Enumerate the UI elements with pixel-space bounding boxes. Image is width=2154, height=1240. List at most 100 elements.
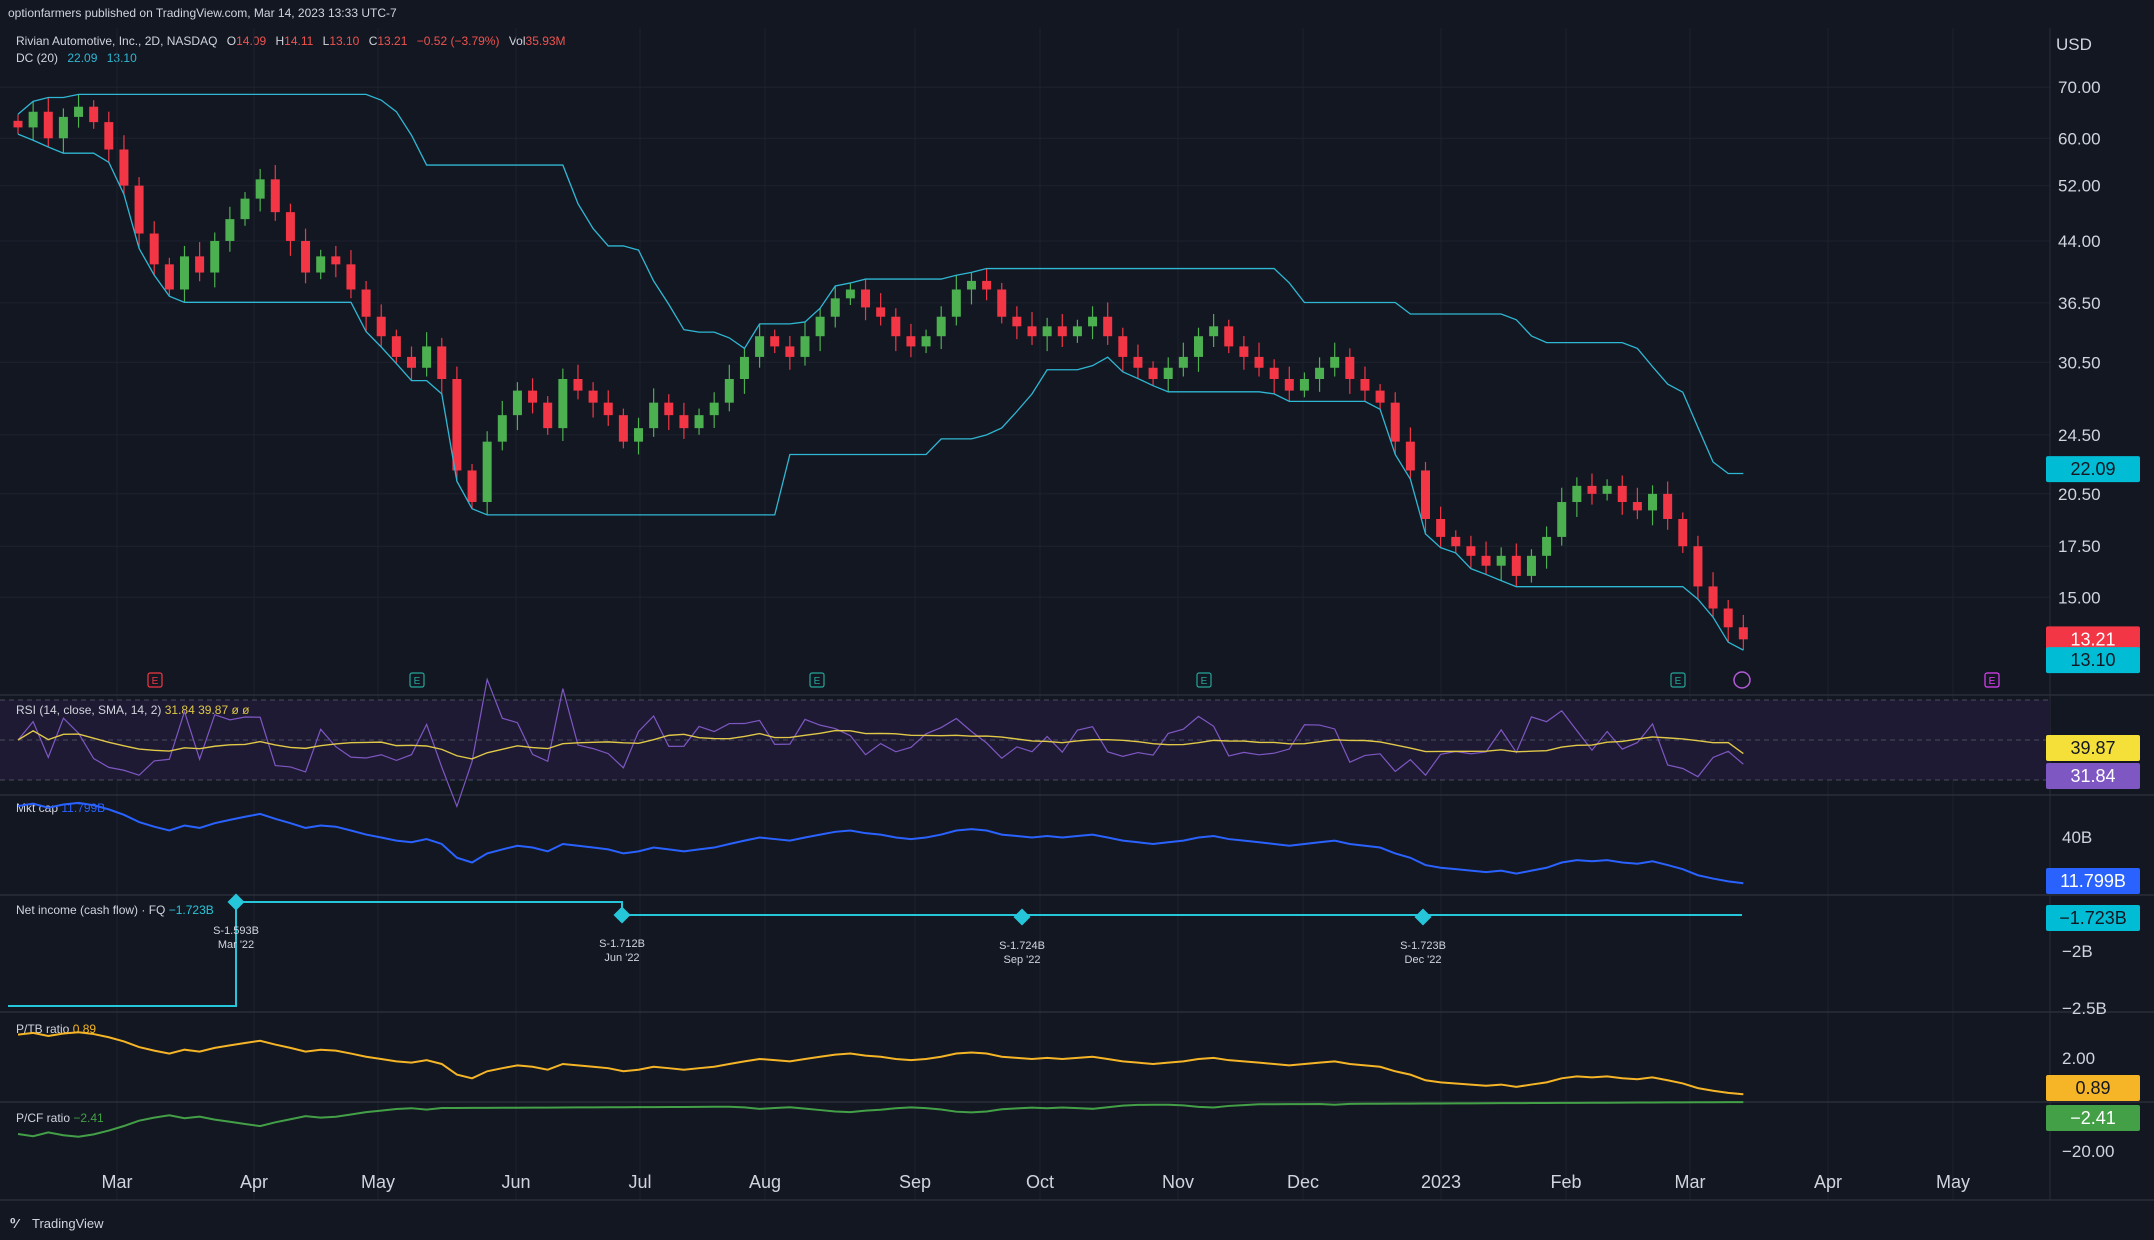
candle-body[interactable] [785, 346, 795, 357]
candle-body[interactable] [1542, 536, 1552, 556]
candle-body[interactable] [89, 106, 99, 123]
candle-body[interactable] [1148, 367, 1158, 379]
netinc-legend[interactable]: Net income (cash flow) · FQ −1.723B [16, 903, 214, 917]
candle-body[interactable] [1602, 485, 1612, 494]
candle-body[interactable] [528, 390, 538, 403]
candle-body[interactable] [1057, 326, 1067, 337]
pcf-legend[interactable]: P/CF ratio −2.41 [16, 1111, 104, 1125]
candle-body[interactable] [1738, 627, 1748, 640]
candle-body[interactable] [1663, 493, 1673, 520]
candle-body[interactable] [164, 264, 174, 290]
candle-body[interactable] [376, 316, 386, 337]
candle-body[interactable] [588, 390, 598, 403]
candle-body[interactable] [1405, 441, 1415, 471]
candle-body[interactable] [800, 336, 810, 357]
candle-body[interactable] [664, 402, 674, 416]
candle-body[interactable] [1027, 326, 1037, 337]
candle-body[interactable] [543, 402, 553, 429]
candle-body[interactable] [1284, 378, 1294, 391]
candle-body[interactable] [240, 198, 250, 220]
candle-body[interactable] [28, 111, 38, 128]
candle-body[interactable] [739, 356, 749, 379]
candle-body[interactable] [1269, 367, 1279, 379]
candle-body[interactable] [1315, 367, 1325, 379]
candle-body[interactable] [74, 106, 84, 117]
symbol-legend[interactable]: Rivian Automotive, Inc., 2D, NASDAQ O14.… [16, 34, 566, 48]
candle-body[interactable] [1224, 326, 1234, 347]
candle-body[interactable] [119, 149, 129, 186]
rsi-pane[interactable]: RSI (14, close, SMA, 14, 2) 31.84 39.87 … [0, 677, 2050, 809]
candle-body[interactable] [255, 179, 265, 199]
candle-body[interactable] [1693, 546, 1703, 587]
candle-body[interactable] [1617, 485, 1627, 503]
candle-body[interactable] [422, 346, 432, 368]
candle-body[interactable] [13, 120, 23, 128]
candle-body[interactable] [1012, 316, 1022, 327]
candle-body[interactable] [1088, 316, 1098, 327]
candle-body[interactable] [709, 402, 719, 416]
candle-body[interactable] [1239, 346, 1249, 357]
candle-body[interactable] [195, 256, 205, 273]
mktcap-pane[interactable]: Mkt cap 11.799B [16, 801, 1744, 885]
candle-body[interactable] [1526, 555, 1536, 576]
candle-body[interactable] [1254, 356, 1264, 368]
netinc-point[interactable]: S-1.593B Mar '22 [213, 893, 259, 951]
candle-body[interactable] [1678, 519, 1688, 547]
candle-body[interactable] [558, 378, 568, 429]
candle-body[interactable] [179, 256, 189, 290]
candle-body[interactable] [1557, 502, 1567, 537]
candle-body[interactable] [618, 415, 628, 442]
candle-body[interactable] [1572, 485, 1582, 503]
candle-body[interactable] [1178, 356, 1188, 368]
candle-body[interactable] [331, 256, 341, 265]
candle-body[interactable] [755, 336, 765, 357]
candle-body[interactable] [1103, 316, 1113, 337]
candle-body[interactable] [467, 470, 477, 503]
candle-body[interactable] [43, 111, 53, 139]
candle-body[interactable] [1390, 402, 1400, 442]
candle-body[interactable] [1481, 555, 1491, 566]
candle-body[interactable] [361, 289, 371, 317]
candle-body[interactable] [861, 289, 871, 308]
candle-body[interactable] [876, 307, 886, 317]
mktcap-legend[interactable]: Mkt cap 11.799B [16, 801, 105, 815]
pcf-pane[interactable]: P/CF ratio −2.41 [16, 1101, 1744, 1138]
earnings-marker[interactable]: E [409, 672, 425, 688]
candle-body[interactable] [437, 346, 447, 379]
candle-body[interactable] [649, 402, 659, 429]
earnings-marker[interactable]: E [147, 672, 163, 688]
earnings-marker-upcoming[interactable]: E [1984, 672, 2000, 688]
candle-body[interactable] [482, 441, 492, 503]
candle-body[interactable] [1451, 536, 1461, 547]
candle-body[interactable] [1421, 470, 1431, 520]
candle-body[interactable] [770, 336, 780, 347]
candle-body[interactable] [1042, 326, 1052, 337]
candle-body[interactable] [1708, 586, 1718, 609]
candle-body[interactable] [225, 219, 235, 241]
candle-body[interactable] [921, 336, 931, 347]
candle-body[interactable] [134, 185, 144, 234]
earnings-marker[interactable]: E [1196, 672, 1212, 688]
candle-body[interactable] [1072, 326, 1082, 337]
candle-body[interactable] [891, 316, 901, 337]
candle-body[interactable] [1496, 555, 1506, 566]
earnings-marker[interactable]: E [1670, 672, 1686, 688]
candle-body[interactable] [1299, 378, 1309, 391]
candle-body[interactable] [573, 378, 583, 391]
netinc-point[interactable]: S-1.724B Sep '22 [999, 908, 1045, 966]
candle-body[interactable] [58, 116, 68, 139]
candle-body[interactable] [452, 378, 462, 471]
candle-body[interactable] [149, 233, 159, 265]
candle-body[interactable] [1587, 485, 1597, 494]
candle-body[interactable] [982, 280, 992, 290]
candle-body[interactable] [497, 415, 507, 442]
candle-body[interactable] [1330, 356, 1340, 368]
candle-body[interactable] [1375, 390, 1385, 403]
candle-body[interactable] [210, 240, 220, 273]
candle-body[interactable] [1360, 378, 1370, 391]
ptb-pane[interactable]: P/TB ratio 0.89 [16, 1022, 1744, 1096]
candle-body[interactable] [694, 415, 704, 429]
candle-body[interactable] [1133, 356, 1143, 368]
netinc-point[interactable]: S-1.712B Jun '22 [599, 906, 645, 964]
candle-body[interactable] [679, 415, 689, 429]
